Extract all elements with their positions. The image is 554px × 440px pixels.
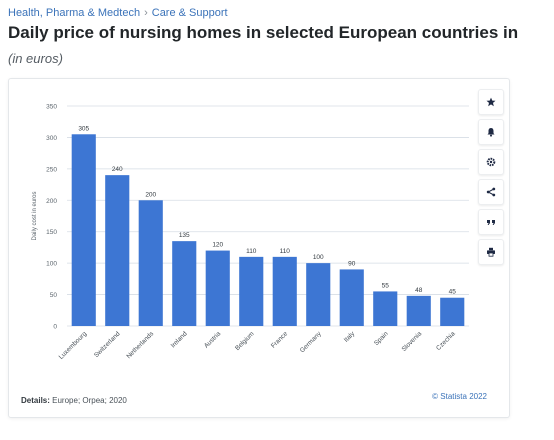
breadcrumb: Health, Pharma & Medtech › Care & Support <box>8 7 228 19</box>
breadcrumb-item-health[interactable]: Health, Pharma & Medtech <box>8 7 141 19</box>
star-icon <box>486 97 496 107</box>
x-tick-label: Austria <box>203 330 223 350</box>
x-tick-label: Germany <box>299 330 323 354</box>
data-label: 55 <box>382 282 390 289</box>
data-label: 120 <box>212 242 223 249</box>
bar <box>306 263 331 326</box>
page-subtitle: (in euros) <box>8 51 63 66</box>
x-tick-label: Luxembourg <box>58 330 89 361</box>
y-tick-label: 300 <box>46 135 57 142</box>
bar-chart: 0 50 100 150 200 250 300 350 Daily cost in euros… <box>32 104 469 361</box>
data-label: 240 <box>112 166 123 173</box>
print-button[interactable] <box>478 239 504 265</box>
bar <box>172 241 197 326</box>
bar <box>105 175 130 326</box>
quote-icon <box>487 220 495 225</box>
data-label: 90 <box>348 260 356 267</box>
x-tick-label: Ireland <box>170 330 189 349</box>
details-text: Europe; Orpea; 2020 <box>52 396 127 405</box>
statista-credit-link[interactable]: © Statista 2022 <box>432 392 487 401</box>
x-tick-label: Spain <box>373 330 390 347</box>
bar <box>205 250 230 326</box>
favorite-button[interactable] <box>478 89 504 115</box>
y-tick-label: 0 <box>53 324 57 331</box>
data-label: 45 <box>449 289 457 296</box>
bar <box>406 295 431 326</box>
breadcrumb-item-care[interactable]: Care & Support <box>151 7 228 19</box>
x-tick-label: Belgium <box>234 330 256 352</box>
x-tick-label: Slovenia <box>401 330 424 353</box>
data-label: 135 <box>179 232 190 239</box>
y-tick-label: 150 <box>46 229 57 236</box>
data-label: 200 <box>145 191 156 198</box>
bar <box>440 297 465 326</box>
y-tick-label: 50 <box>50 292 58 299</box>
chart-toolbar <box>478 89 504 269</box>
bar <box>138 200 163 326</box>
x-tick-label: Czechia <box>435 330 457 352</box>
gear-icon <box>486 157 496 167</box>
notification-button[interactable] <box>478 119 504 145</box>
bar <box>71 134 96 326</box>
page-title: Daily price of nursing homes in selected… <box>8 23 519 42</box>
bar <box>239 256 264 326</box>
y-tick-label: 350 <box>46 104 57 111</box>
bar <box>373 291 398 326</box>
breadcrumb-separator: › <box>144 7 148 19</box>
share-button[interactable] <box>478 179 504 205</box>
data-label: 305 <box>78 125 89 132</box>
data-label: 110 <box>280 248 291 255</box>
y-tick-label: 250 <box>46 166 57 173</box>
y-tick-label: 200 <box>46 198 57 205</box>
share-icon <box>486 187 496 197</box>
cite-button[interactable] <box>478 209 504 235</box>
y-tick-label: 100 <box>46 261 57 268</box>
print-icon <box>487 247 495 257</box>
bar <box>339 269 364 326</box>
data-label: 48 <box>415 287 423 294</box>
bar <box>272 256 297 326</box>
chart-card: 0 50 100 150 200 250 300 350 Daily cost in euros… <box>8 78 510 418</box>
source-details: Details: Europe; Orpea; 2020 <box>21 396 127 405</box>
x-tick-label: France <box>270 330 290 350</box>
x-tick-label: Switzerland <box>93 330 122 359</box>
data-label: 110 <box>246 248 257 255</box>
bell-icon <box>487 128 495 137</box>
y-axis-label: Daily cost in euros <box>32 191 38 240</box>
settings-button[interactable] <box>478 149 504 175</box>
data-label: 100 <box>313 254 324 261</box>
x-tick-label: Netherlands <box>125 330 155 360</box>
details-label: Details: <box>21 396 50 405</box>
x-tick-label: Italy <box>343 330 357 344</box>
